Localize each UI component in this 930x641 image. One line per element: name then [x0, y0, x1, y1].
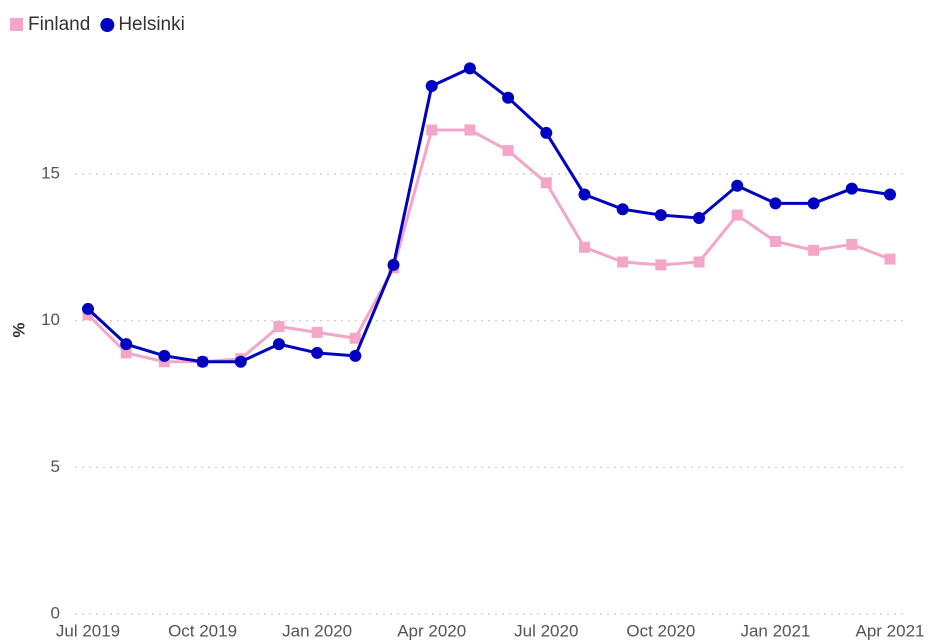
x-tick-label: Jan 2021 [740, 621, 810, 640]
point [158, 349, 171, 362]
point [120, 338, 133, 351]
point [540, 177, 552, 189]
x-tick-label: Oct 2019 [168, 621, 237, 640]
point [578, 188, 591, 201]
legend-swatch [100, 18, 115, 32]
point [655, 259, 667, 271]
point [654, 209, 667, 222]
point [273, 321, 285, 333]
x-tick-label: Jul 2020 [514, 621, 578, 640]
point [769, 235, 781, 247]
x-tick-label: Jul 2019 [56, 621, 120, 640]
point [769, 197, 782, 210]
point [463, 62, 476, 75]
point [502, 145, 514, 157]
point [82, 302, 94, 315]
legend-label: Helsinki [118, 14, 185, 35]
point [234, 355, 247, 368]
y-tick-label: 0 [51, 603, 60, 622]
point [846, 238, 858, 250]
point [502, 91, 515, 104]
x-tick-label: Oct 2020 [626, 621, 695, 640]
point [845, 182, 858, 195]
point [272, 338, 285, 351]
point [425, 80, 438, 92]
point [807, 197, 820, 210]
point [693, 212, 706, 224]
point [731, 209, 743, 221]
point [884, 188, 896, 201]
point [693, 256, 705, 268]
point [426, 124, 438, 136]
point [464, 124, 476, 136]
series-line [86, 66, 891, 364]
point [578, 241, 590, 253]
x-tick-label: Apr 2020 [397, 621, 466, 640]
x-tick-label: Jan 2020 [282, 621, 352, 640]
point [808, 244, 820, 256]
point [349, 349, 362, 362]
point [616, 203, 629, 216]
point [349, 332, 361, 344]
y-tick-label: 10 [41, 310, 60, 329]
point [617, 256, 629, 268]
point [540, 126, 553, 139]
series-line [86, 128, 891, 364]
legend-label: Finland [28, 14, 90, 35]
legend-swatch [10, 18, 23, 31]
point [311, 346, 324, 359]
y-tick-label: 15 [41, 163, 60, 182]
legend: Finland Helsinki [10, 14, 185, 35]
point [884, 253, 896, 265]
point [387, 258, 400, 271]
point [120, 347, 132, 359]
point [311, 326, 323, 338]
x-tick-label: Apr 2021 [856, 621, 925, 640]
point [731, 179, 744, 192]
y-tick-label: 5 [51, 457, 60, 476]
point [196, 355, 209, 368]
y-axis-label: % [9, 322, 28, 337]
